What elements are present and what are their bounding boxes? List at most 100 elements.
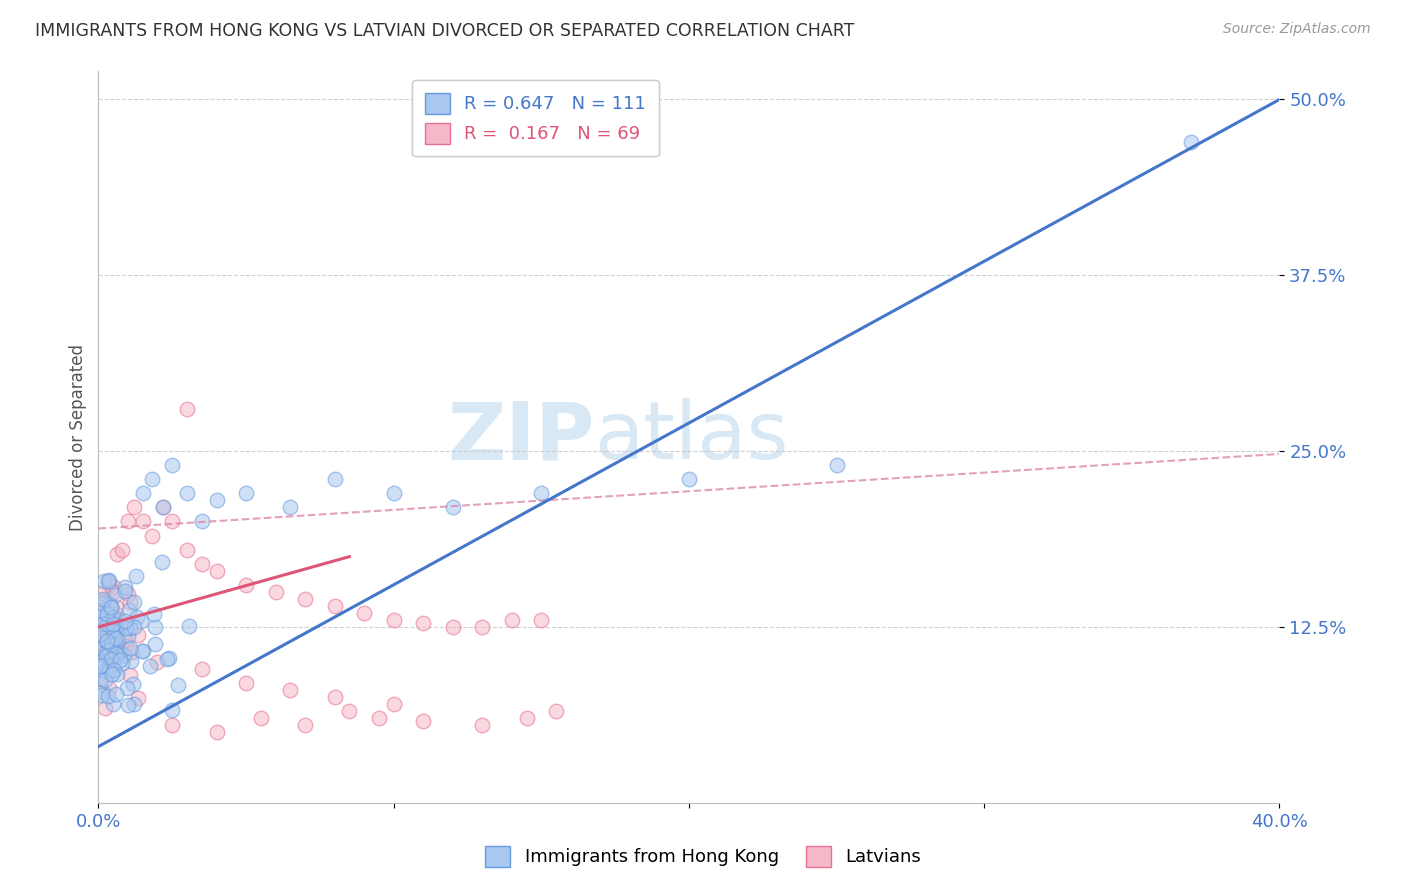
Legend: Immigrants from Hong Kong, Latvians: Immigrants from Hong Kong, Latvians — [478, 838, 928, 874]
Point — [323, 472, 346, 486]
Point — [101, 664, 124, 678]
Point — [103, 650, 125, 665]
Point — [118, 602, 141, 616]
Point — [103, 628, 125, 642]
Point — [191, 557, 214, 571]
Text: IMMIGRANTS FROM HONG KONG VS LATVIAN DIVORCED OR SEPARATED CORRELATION CHART: IMMIGRANTS FROM HONG KONG VS LATVIAN DIV… — [35, 22, 855, 40]
Point — [1180, 135, 1202, 149]
Point — [100, 600, 122, 615]
Point — [111, 656, 134, 670]
Point — [176, 542, 198, 557]
Point — [294, 718, 316, 732]
Point — [89, 603, 111, 617]
Point — [412, 615, 434, 630]
Point — [191, 515, 214, 529]
Point — [90, 688, 112, 702]
Point — [93, 595, 115, 609]
Point — [105, 607, 128, 622]
Point — [353, 606, 375, 620]
Point — [143, 607, 166, 621]
Point — [115, 681, 138, 695]
Point — [127, 691, 149, 706]
Point — [105, 547, 128, 561]
Point — [825, 458, 848, 473]
Point — [89, 659, 111, 673]
Point — [103, 663, 125, 677]
Point — [339, 705, 361, 719]
Point — [94, 649, 117, 664]
Point — [120, 621, 142, 635]
Point — [117, 515, 139, 529]
Point — [162, 458, 183, 473]
Point — [120, 595, 142, 609]
Point — [104, 616, 127, 631]
Point — [131, 614, 153, 628]
Point — [98, 664, 121, 678]
Point — [89, 676, 111, 690]
Point — [176, 486, 198, 500]
Point — [103, 624, 125, 638]
Point — [177, 619, 200, 633]
Point — [250, 711, 273, 725]
Point — [107, 633, 129, 648]
Point — [114, 614, 136, 628]
Point — [112, 648, 135, 662]
Point — [91, 616, 114, 631]
Point — [97, 573, 120, 587]
Point — [89, 612, 111, 626]
Text: atlas: atlas — [595, 398, 789, 476]
Point — [120, 654, 142, 668]
Point — [94, 700, 117, 714]
Point — [93, 574, 115, 588]
Point — [131, 644, 153, 658]
Point — [264, 584, 287, 599]
Point — [114, 580, 136, 594]
Point — [93, 593, 115, 607]
Text: ZIP: ZIP — [447, 398, 595, 476]
Point — [100, 599, 122, 614]
Point — [104, 640, 127, 655]
Point — [94, 644, 117, 658]
Point — [143, 620, 166, 634]
Point — [103, 633, 125, 648]
Point — [118, 668, 141, 682]
Point — [90, 596, 112, 610]
Point — [89, 655, 111, 669]
Point — [121, 645, 143, 659]
Point — [103, 584, 125, 599]
Point — [93, 665, 115, 679]
Point — [104, 589, 127, 603]
Point — [98, 577, 121, 591]
Point — [114, 621, 136, 635]
Point — [122, 595, 145, 609]
Point — [93, 657, 115, 672]
Point — [98, 615, 121, 629]
Point — [141, 528, 163, 542]
Point — [125, 568, 148, 582]
Legend: R = 0.647   N = 111, R =  0.167   N = 69: R = 0.647 N = 111, R = 0.167 N = 69 — [412, 80, 659, 156]
Point — [90, 627, 112, 641]
Point — [156, 652, 179, 666]
Point — [530, 486, 553, 500]
Point — [96, 607, 118, 622]
Point — [146, 655, 169, 669]
Point — [96, 627, 118, 641]
Point — [91, 586, 114, 600]
Point — [101, 612, 124, 626]
Point — [117, 587, 139, 601]
Point — [152, 500, 174, 515]
Point — [94, 629, 117, 643]
Point — [104, 599, 127, 614]
Point — [91, 591, 114, 606]
Point — [108, 646, 131, 660]
Point — [89, 626, 111, 640]
Point — [152, 500, 174, 515]
Point — [678, 472, 700, 486]
Point — [104, 631, 127, 645]
Point — [98, 644, 121, 658]
Point — [100, 632, 122, 647]
Point — [323, 690, 346, 705]
Point — [516, 711, 538, 725]
Point — [104, 687, 127, 701]
Point — [90, 672, 112, 686]
